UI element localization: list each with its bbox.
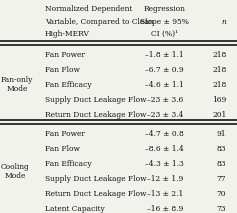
Text: High-MERV: High-MERV	[45, 30, 90, 38]
Text: Supply Duct Leakage Flow: Supply Duct Leakage Flow	[45, 175, 146, 183]
Text: –4.6 ± 1.1: –4.6 ± 1.1	[145, 81, 184, 89]
Text: –16 ± 8.9: –16 ± 8.9	[147, 205, 183, 213]
Text: Fan Power: Fan Power	[45, 51, 85, 59]
Text: Return Duct Leakage Flow: Return Duct Leakage Flow	[45, 190, 146, 198]
Text: –13 ± 2.1: –13 ± 2.1	[147, 190, 183, 198]
Text: Return Duct Leakage Flow: Return Duct Leakage Flow	[45, 111, 146, 119]
Text: Variable, Compared to Clean: Variable, Compared to Clean	[45, 18, 154, 26]
Text: Fan Efficacy: Fan Efficacy	[45, 160, 92, 168]
Text: 73: 73	[217, 205, 226, 213]
Text: –8.6 ± 1.4: –8.6 ± 1.4	[145, 145, 184, 153]
Text: –23 ± 3.4: –23 ± 3.4	[146, 111, 183, 119]
Text: 218: 218	[212, 51, 226, 59]
Text: 218: 218	[212, 66, 226, 74]
Text: –6.7 ± 0.9: –6.7 ± 0.9	[146, 66, 184, 74]
Text: –12 ± 1.9: –12 ± 1.9	[147, 175, 183, 183]
Text: –23 ± 3.6: –23 ± 3.6	[147, 96, 183, 104]
Text: 77: 77	[217, 175, 226, 183]
Text: 83: 83	[217, 160, 226, 168]
Text: 91: 91	[217, 130, 226, 138]
Text: –4.3 ± 1.3: –4.3 ± 1.3	[145, 160, 184, 168]
Text: Fan-only
Mode: Fan-only Mode	[1, 76, 33, 94]
Text: 70: 70	[217, 190, 226, 198]
Text: Slope ± 95%: Slope ± 95%	[140, 18, 189, 26]
Text: 83: 83	[217, 145, 226, 153]
Text: CI (%)¹: CI (%)¹	[151, 30, 178, 38]
Text: Supply Duct Leakage Flow: Supply Duct Leakage Flow	[45, 96, 146, 104]
Text: 218: 218	[212, 81, 226, 89]
Text: Latent Capacity: Latent Capacity	[45, 205, 105, 213]
Text: 201: 201	[212, 111, 226, 119]
Text: Regression: Regression	[144, 5, 186, 13]
Text: Fan Flow: Fan Flow	[45, 145, 80, 153]
Text: –4.7 ± 0.8: –4.7 ± 0.8	[145, 130, 184, 138]
Text: –1.8 ± 1.1: –1.8 ± 1.1	[146, 51, 184, 59]
Text: Fan Power: Fan Power	[45, 130, 85, 138]
Text: Fan Efficacy: Fan Efficacy	[45, 81, 92, 89]
Text: Normalized Dependent: Normalized Dependent	[45, 5, 132, 13]
Text: Fan Flow: Fan Flow	[45, 66, 80, 74]
Text: Cooling
Mode: Cooling Mode	[1, 163, 29, 180]
Text: 169: 169	[212, 96, 226, 104]
Text: n: n	[221, 18, 226, 26]
